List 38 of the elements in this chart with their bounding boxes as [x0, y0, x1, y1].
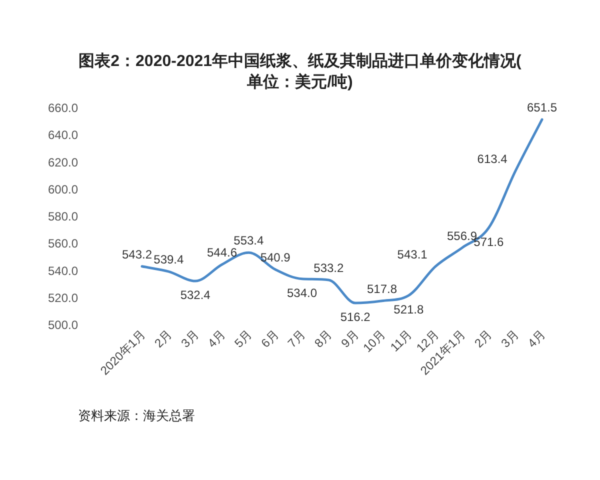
x-tick-label: 7月: [285, 327, 308, 350]
data-label: 534.0: [286, 286, 318, 300]
data-label: 516.2: [340, 310, 371, 324]
data-label: 543.2: [122, 247, 152, 262]
y-tick-label: 540.0: [48, 264, 78, 278]
x-tick-label: 9月: [338, 327, 362, 350]
x-tick-label: 10月: [360, 327, 388, 356]
x-tick-label: 11月: [388, 327, 415, 354]
y-tick-label: 500.0: [48, 318, 78, 332]
y-tick-label: 580.0: [48, 210, 78, 224]
y-tick-label: 620.0: [48, 155, 78, 170]
x-tick-label: 4月: [205, 327, 228, 350]
x-tick-label: 3月: [498, 327, 522, 350]
y-tick-label: 560.0: [48, 236, 78, 251]
x-tick-label: 2月: [472, 327, 495, 350]
data-label: 613.4: [477, 152, 508, 166]
data-label: 517.8: [366, 282, 398, 296]
data-label: 544.6: [206, 246, 238, 260]
x-tick-label: 2月: [152, 327, 175, 350]
x-tick-label: 8月: [312, 327, 335, 350]
data-label: 651.5: [526, 100, 558, 115]
y-tick-label: 660.0: [48, 101, 78, 115]
data-label: 553.4: [234, 234, 264, 248]
x-tick-label: 3月: [178, 327, 202, 350]
chart-title: 图表2：2020-2021年中国纸浆、纸及其制品进口单价变化情况(单位：美元/吨): [78, 52, 522, 91]
data-label: 539.4: [154, 252, 184, 267]
data-label: 533.2: [314, 260, 344, 275]
x-tick-label: 4月: [525, 327, 548, 350]
text: 资料来源：海关总署: [78, 408, 195, 423]
data-label: 543.1: [397, 248, 428, 262]
x-tick-label: 5月: [232, 327, 255, 350]
y-tick-label: 520.0: [48, 290, 78, 305]
x-tick-label: 6月: [258, 327, 282, 350]
y-tick-label: 600.0: [48, 182, 78, 196]
y-tick-label: 640.0: [48, 128, 78, 142]
data-label: 532.4: [180, 288, 211, 302]
data-label: 540.9: [260, 250, 291, 265]
data-label: 521.8: [394, 302, 424, 316]
